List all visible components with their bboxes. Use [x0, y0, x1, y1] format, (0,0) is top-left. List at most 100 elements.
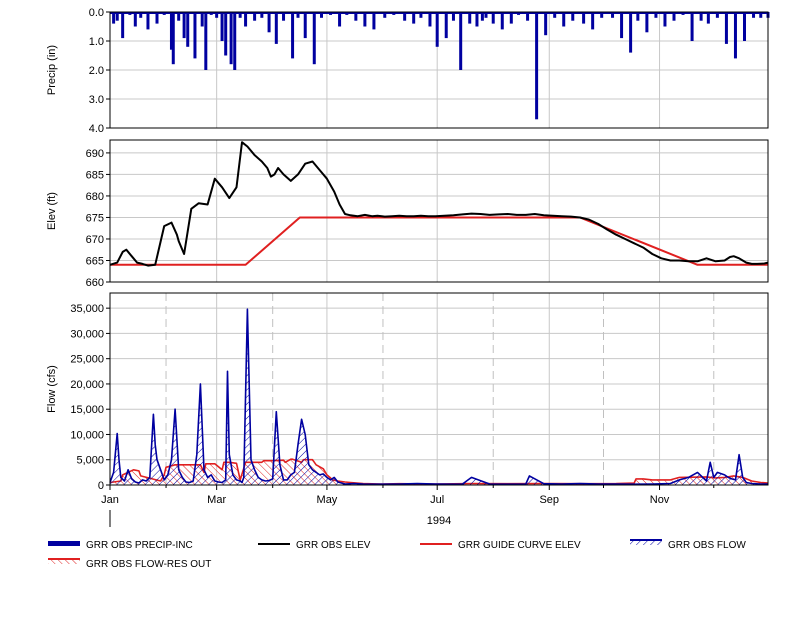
y-tick-label: 20,000 — [70, 379, 104, 391]
precip-bar — [193, 12, 197, 59]
y-tick-label: 690 — [86, 148, 104, 160]
y-axis-label: Flow (cfs) — [46, 365, 58, 413]
y-tick-label: 665 — [86, 255, 104, 267]
precip-bar — [220, 12, 224, 41]
precip-bar — [553, 12, 557, 18]
y-tick-label: 25,000 — [70, 354, 104, 366]
legend-swatch-hatch — [48, 559, 80, 564]
precip-bar — [146, 12, 150, 30]
series-area-obs-flow — [110, 309, 768, 485]
precip-bar — [182, 12, 186, 39]
precip-bar — [253, 12, 257, 21]
precip-bar — [229, 12, 233, 65]
precip-bar — [535, 12, 539, 120]
precip-bar — [383, 12, 387, 18]
legend: GRR OBS PRECIP-INC GRR OBS ELEV GRR GUIDE … — [48, 539, 746, 570]
precip-bar — [215, 12, 219, 18]
plot-frame — [109, 139, 769, 283]
precip-bar — [133, 12, 137, 27]
legend-item: GRR OBS FLOW — [630, 539, 746, 551]
precip-bar — [724, 12, 728, 44]
plot-frame — [109, 11, 769, 129]
precip-bar — [177, 12, 181, 21]
y-tick-label: 680 — [86, 191, 104, 203]
precip-bar — [733, 12, 737, 59]
precip-bar — [759, 12, 763, 18]
precip-bar — [743, 12, 746, 41]
precip-bar — [363, 12, 367, 27]
precip-bar — [600, 12, 604, 18]
y-tick-label: 1.0 — [89, 36, 104, 48]
x-tick-label: Nov — [650, 494, 670, 506]
precip-bar — [169, 12, 173, 50]
y-tick-label: 0.0 — [89, 7, 104, 19]
precip-bar — [706, 12, 710, 24]
x-year-label: 1994 — [427, 515, 451, 527]
precip-bar — [224, 12, 228, 56]
precip-bar — [204, 12, 208, 70]
precip-bar — [629, 12, 633, 53]
precip-bar — [412, 12, 416, 24]
y-tick-label: 30,000 — [70, 328, 104, 340]
precip-bar — [672, 12, 676, 21]
precip-bar — [468, 12, 472, 24]
precip-bar — [491, 12, 495, 24]
precip-bar — [500, 12, 504, 30]
y-tick-label: 675 — [86, 212, 104, 224]
precip-bar — [200, 12, 204, 27]
precip-bar — [509, 12, 513, 24]
y-tick-label: 0 — [98, 480, 104, 492]
precip-bar — [480, 12, 484, 21]
legend-label: GRR OBS ELEV — [296, 540, 371, 551]
precip-bar — [690, 12, 694, 41]
legend-item: GRR OBS ELEV — [258, 540, 371, 551]
precip-bar — [571, 12, 575, 21]
precip-bar — [354, 12, 358, 21]
legend-item: GRR GUIDE CURVE ELEV — [420, 540, 581, 551]
panel-elev: 660 665 670 675 680 685 690 Elev (ft) — [46, 139, 769, 289]
plot-area — [110, 140, 768, 282]
precip-bar — [484, 12, 488, 18]
precip-bar — [591, 12, 595, 30]
y-tick-label: 2.0 — [89, 65, 104, 77]
y-tick-label: 5,000 — [76, 455, 104, 467]
precip-bar — [636, 12, 640, 21]
y-tick-label: 15,000 — [70, 404, 104, 416]
precip-bar — [663, 12, 667, 27]
precip-bar — [428, 12, 432, 27]
precip-bar — [699, 12, 703, 21]
x-axis: Jan Mar May Jul Sep Nov 1994 — [101, 485, 715, 527]
precip-bar — [620, 12, 624, 39]
precip-bar — [155, 12, 159, 24]
legend-swatch — [48, 541, 80, 546]
legend-label: GRR OBS FLOW — [668, 540, 746, 551]
precip-bar — [112, 12, 116, 24]
precip-bar — [320, 12, 323, 18]
precip-bar — [260, 12, 264, 18]
precip-bar — [115, 12, 119, 21]
precip-bar — [459, 12, 463, 70]
precip-bar — [403, 12, 407, 21]
plot-frame — [109, 292, 769, 486]
precip-bar — [296, 12, 300, 18]
x-tick-label: Sep — [539, 494, 559, 506]
y-tick-label: 3.0 — [89, 94, 104, 106]
precip-bar — [444, 12, 448, 39]
x-tick-label: Mar — [207, 494, 226, 506]
precip-bar — [611, 12, 615, 18]
x-tick-label: Jul — [430, 494, 444, 506]
precip-bar — [238, 12, 242, 18]
y-tick-label: 660 — [86, 277, 104, 289]
x-tick-label: May — [317, 494, 338, 506]
precip-bar — [233, 12, 237, 70]
precip-bar — [562, 12, 566, 27]
precip-bar — [282, 12, 286, 21]
legend-swatch-hatch — [630, 540, 662, 545]
precip-bar — [312, 12, 316, 65]
panel-flow: 0 5,000 10,000 15,000 20,000 25,000 30,000 35,0… — [46, 292, 769, 492]
legend-item: GRR OBS PRECIP-INC — [48, 540, 193, 551]
panel-precip: 0.0 1.0 2.0 3.0 4.0 Precip (in) — [46, 7, 770, 135]
series-line-grr-obs-elev — [109, 141, 769, 267]
precip-bar — [435, 12, 439, 47]
